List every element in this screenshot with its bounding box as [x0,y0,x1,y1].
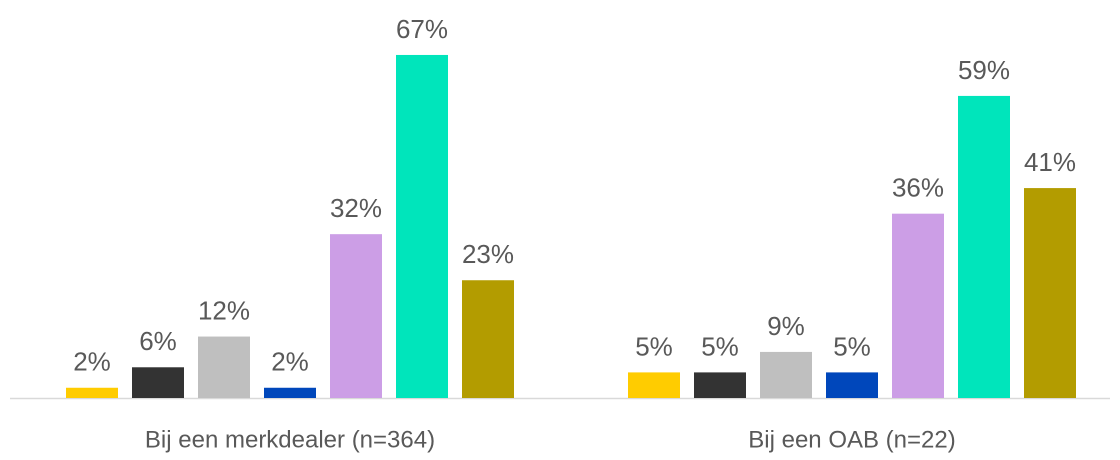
bar [66,387,118,398]
value-label: 9% [767,311,805,341]
bar [1024,188,1076,398]
bar [396,54,448,399]
value-label: 59% [958,55,1010,85]
bar [826,372,878,398]
value-label: 2% [271,347,309,377]
value-label: 12% [198,295,250,325]
bar [892,213,944,398]
bar [198,336,250,398]
bar [132,367,184,398]
bar [264,387,316,398]
category-label: Bij een OAB (n=22) [748,426,955,453]
value-label: 2% [73,347,111,377]
bar [330,234,382,398]
value-label: 5% [701,331,739,361]
value-label: 5% [635,331,673,361]
bar [462,280,514,398]
value-label: 5% [833,331,871,361]
category-label: Bij een merkdealer (n=364) [145,426,435,453]
value-label: 41% [1024,147,1076,177]
bar [958,95,1010,399]
bar [628,372,680,398]
value-label: 6% [139,326,177,356]
value-label: 32% [330,193,382,223]
value-label: 67% [396,14,448,44]
bar [760,351,812,398]
bar [694,372,746,398]
value-label: 36% [892,173,944,203]
value-label: 23% [462,239,514,269]
